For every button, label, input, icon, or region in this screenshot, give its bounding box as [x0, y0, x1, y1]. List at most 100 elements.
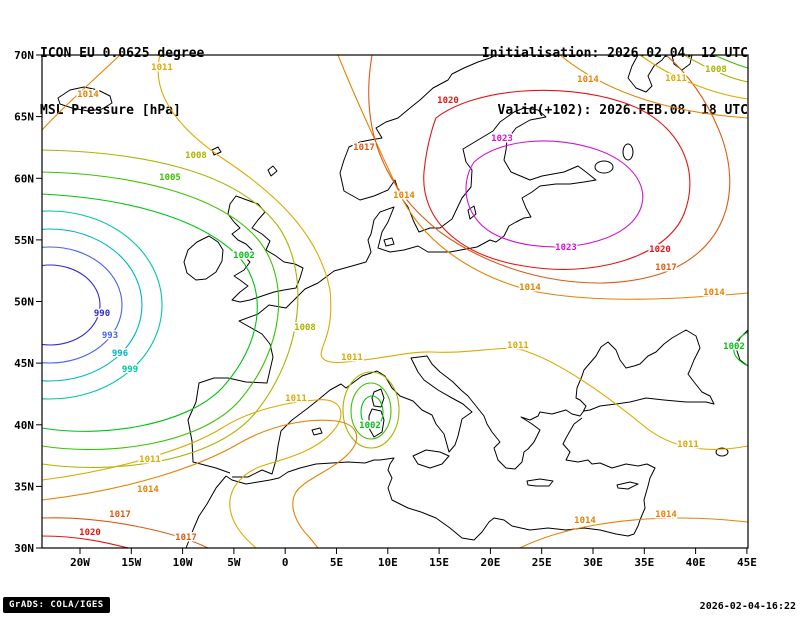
valid-time: Valid(+102): 2026.FEB.08. 18 UTC — [497, 103, 748, 118]
lon-label-5E: 5E — [330, 556, 343, 569]
isobar-1011-iberia — [42, 399, 342, 548]
isobar-label-1008: 1008 — [294, 323, 316, 333]
model-title: ICON EU 0.0625 degree — [40, 46, 205, 61]
isobar-1017-high — [368, 55, 731, 284]
isobar-label-1014: 1014 — [703, 288, 725, 298]
lon-label-15W: 15W — [121, 556, 141, 569]
isobar-1005-sardinia — [350, 382, 392, 440]
isobar-label-1005: 1005 — [159, 173, 181, 183]
lon-label-0: 0 — [282, 556, 289, 569]
isobar-label-1020: 1020 — [437, 96, 459, 106]
isobar-label-1017: 1017 — [353, 143, 375, 153]
isobar-label-1011: 1011 — [677, 440, 699, 450]
isobar-1014-se — [519, 517, 748, 548]
lon-label-15E: 15E — [429, 556, 449, 569]
isobar-1005-ne — [713, 55, 748, 69]
coast-gotland — [467, 205, 477, 220]
header-left: ICON EU 0.0625 degree MSL Pressure [hPa] — [40, 6, 204, 158]
isobar-1017-sw — [42, 517, 209, 548]
coast-shetland — [267, 165, 278, 177]
isobar-label-1020: 1020 — [649, 245, 671, 255]
isobar-1011 — [157, 55, 748, 450]
isobar-label-1014: 1014 — [519, 283, 541, 293]
coast-denmark-isles — [383, 237, 395, 247]
isobar-1020-high — [423, 89, 691, 270]
isobar-1014-mid — [337, 55, 748, 300]
isobar-1002-sardinia — [360, 395, 384, 429]
isobar-label-999: 999 — [122, 365, 138, 375]
lat-label-60N: 60N — [14, 172, 34, 185]
isobar-label-1017: 1017 — [109, 510, 131, 520]
coast-mallorca — [311, 427, 323, 436]
lon-label-20E: 20E — [480, 556, 500, 569]
isobar-label-1011: 1011 — [341, 353, 363, 363]
lat-label-30N: 30N — [14, 542, 34, 555]
isobars — [42, 55, 748, 548]
lon-label-10E: 10E — [378, 556, 398, 569]
coast-sicily — [412, 449, 450, 469]
isobar-990 — [42, 264, 101, 346]
isobar-label-990: 990 — [94, 309, 110, 319]
isobar-1005 — [42, 171, 280, 451]
isobar-label-1002: 1002 — [723, 342, 745, 352]
isobar-1023-high — [465, 140, 644, 248]
isobar-label-1017: 1017 — [655, 263, 677, 273]
isobar-label-1020: 1020 — [79, 528, 101, 538]
isobar-label-1014: 1014 — [393, 191, 415, 201]
coast-morocco-atlantic — [185, 475, 227, 548]
lake-ladoga — [594, 160, 614, 174]
isobar-label-1011: 1011 — [507, 341, 529, 351]
isobar-1002-east — [733, 331, 748, 367]
isobar-label-996: 996 — [112, 349, 128, 359]
isobar-label-993: 993 — [102, 331, 118, 341]
isobar-label-1014: 1014 — [655, 510, 677, 520]
init-time: Initialisation: 2026.02.04. 12 UTC — [481, 46, 748, 61]
lon-label-25E: 25E — [532, 556, 552, 569]
coast-ireland — [183, 235, 224, 281]
coast-corsica — [371, 388, 385, 408]
lake-van — [715, 447, 729, 457]
isobar-1020-sw — [42, 535, 129, 548]
lat-label-55N: 55N — [14, 234, 34, 247]
lon-label-20W: 20W — [70, 556, 90, 569]
lon-label-10W: 10W — [173, 556, 193, 569]
isobar-1008 — [42, 149, 299, 468]
isobar-label-1011: 1011 — [665, 74, 687, 84]
isobar-label-1011: 1011 — [285, 394, 307, 404]
coast-aegean-levant-africa — [225, 417, 656, 541]
isobar-999 — [42, 210, 163, 400]
isobar-label-1014: 1014 — [137, 485, 159, 495]
lake-onega — [622, 143, 634, 161]
lon-label-5W: 5W — [227, 556, 241, 569]
isobar-label-1008: 1008 — [705, 65, 727, 75]
isobar-labels: 990 993 996 999 1002 1005 1008 1008 1011 1014 1017… — [76, 62, 747, 545]
lon-label-40E: 40E — [686, 556, 706, 569]
coast-iceland — [57, 86, 113, 112]
lat-label-70N: 70N — [14, 49, 34, 62]
isobar-label-1014: 1014 — [574, 516, 596, 526]
isobar-label-1011: 1011 — [139, 455, 161, 465]
field-title: MSL Pressure [hPa] — [40, 103, 181, 118]
isobar-993 — [42, 246, 123, 364]
isobar-label-1008: 1008 — [185, 151, 207, 161]
isobar-1014-iberia — [42, 419, 358, 548]
lat-label-45N: 45N — [14, 357, 34, 370]
isobar-1011-ne — [639, 55, 748, 100]
header-right: Initialisation: 2026.02.04. 12 UTC Valid… — [482, 6, 748, 158]
isobar-label-1017: 1017 — [175, 533, 197, 543]
coast-faroe — [211, 146, 222, 156]
isobar-label-1023: 1023 — [491, 134, 513, 144]
lat-label-40N: 40N — [14, 419, 34, 432]
axis-layer: 70N 65N 60N 55N 50N 45N 40N 35N 30N 20W 15W 10W 5W 0 5… — [14, 49, 757, 569]
lat-label-35N: 35N — [14, 480, 34, 493]
render-timestamp: 2026-02-04-16:22 — [699, 601, 796, 612]
isobar-label-1002: 1002 — [233, 251, 255, 261]
coast-cyprus — [616, 481, 639, 490]
lat-label-65N: 65N — [14, 111, 34, 124]
isobar-1008-ne — [683, 55, 748, 83]
isobar-996 — [42, 228, 143, 382]
isobar-label-1002: 1002 — [359, 421, 381, 431]
coast-crete — [526, 478, 554, 487]
lon-label-45E: 45E — [737, 556, 757, 569]
